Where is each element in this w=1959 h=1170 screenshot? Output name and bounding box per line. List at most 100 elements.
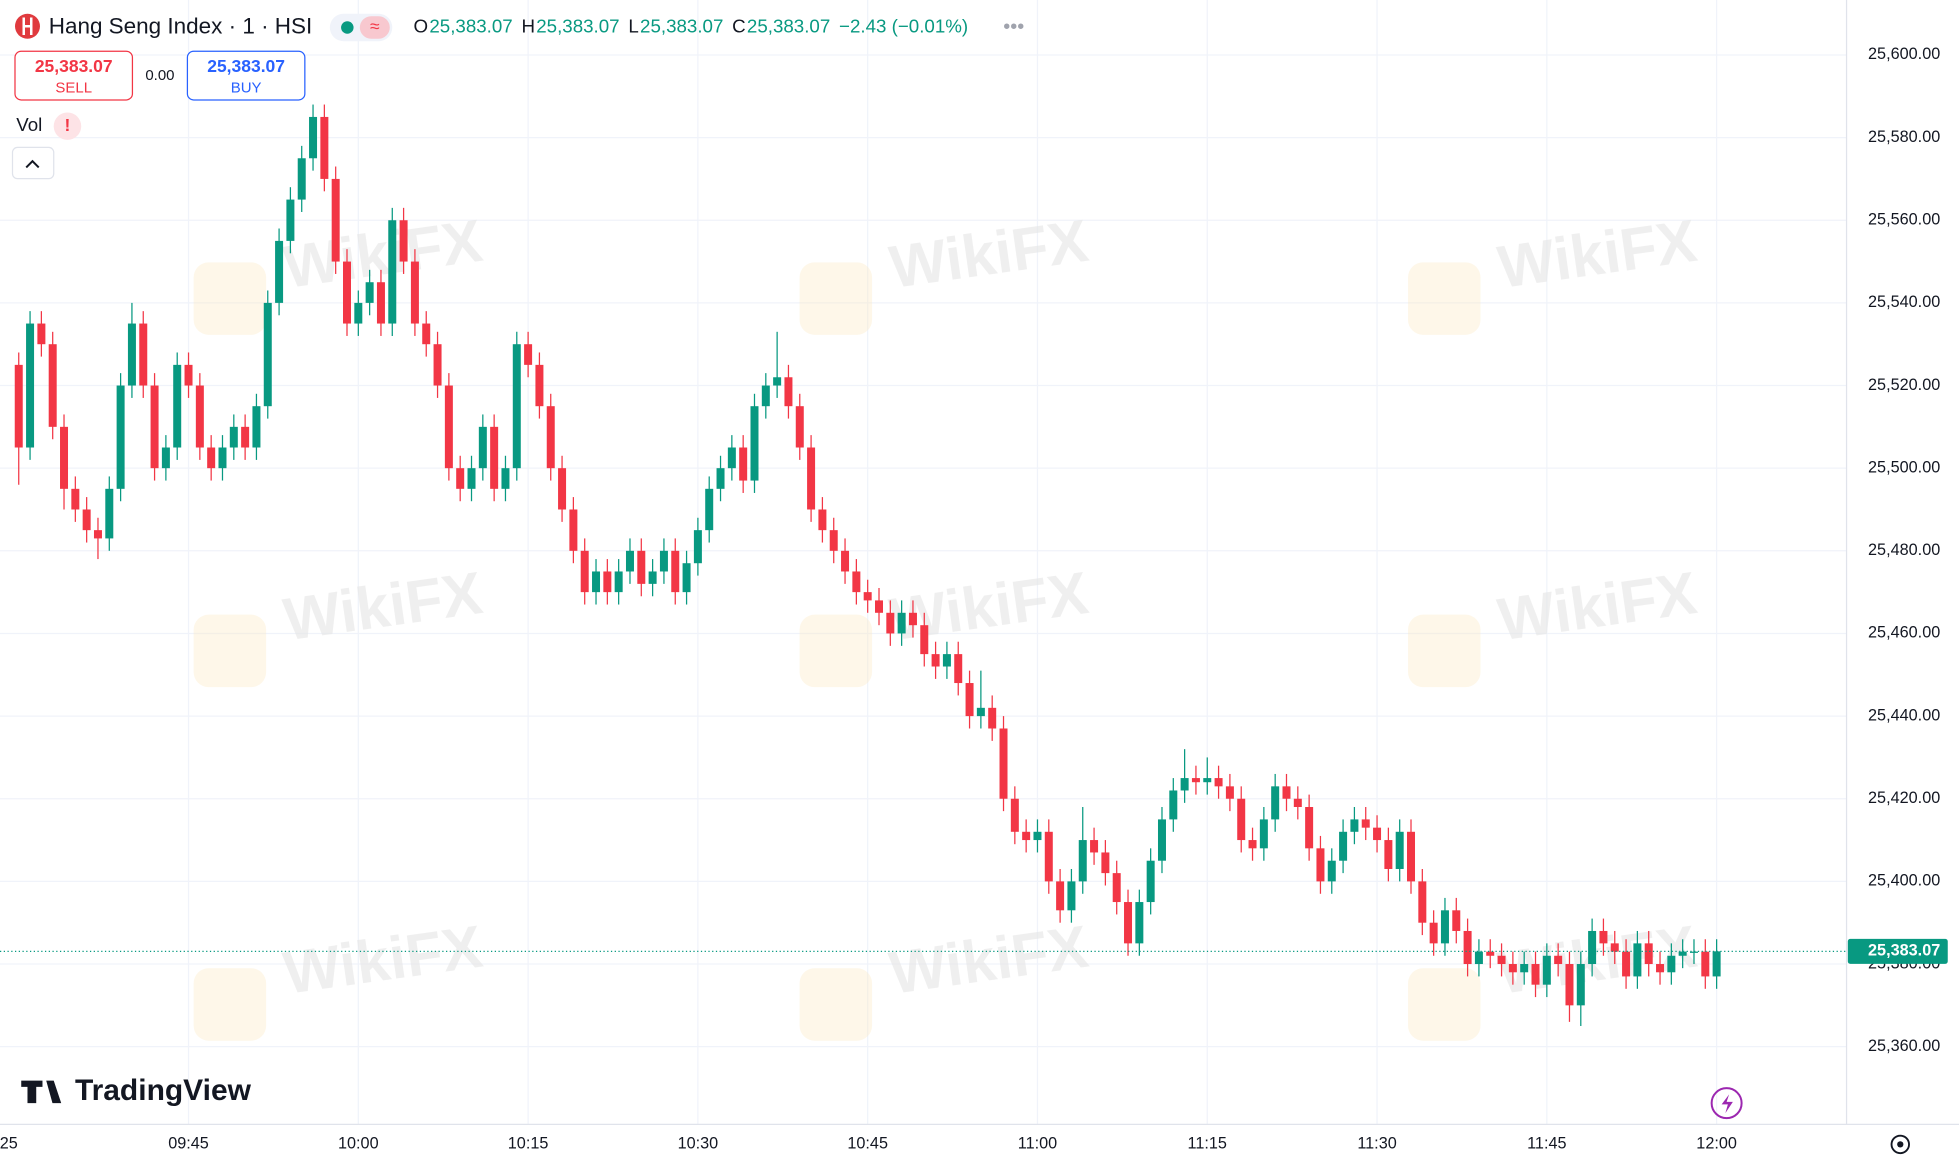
data-status-icon: ≈ — [370, 16, 380, 36]
candle-body — [1701, 951, 1710, 977]
candle-body — [625, 550, 634, 572]
candle-body — [1044, 831, 1053, 882]
candle-body — [852, 571, 861, 593]
candle-body — [1531, 964, 1540, 985]
candle-body — [1010, 798, 1019, 832]
candle-body — [773, 377, 782, 386]
volume-alert-bg[interactable] — [53, 112, 82, 140]
ohlc-value: 25,383.07 — [747, 15, 830, 36]
candle-body — [48, 344, 57, 427]
candle-body — [965, 683, 974, 717]
x-tick-label: 11:45 — [1527, 1135, 1566, 1153]
candle-body — [863, 592, 872, 601]
x-tick-label: 10:00 — [338, 1135, 379, 1153]
candle-body — [342, 261, 351, 324]
y-tick-label: 25,560.00 — [1868, 211, 1940, 229]
candle-body — [637, 550, 646, 584]
candle-body — [1373, 827, 1382, 841]
candle-body — [1486, 951, 1495, 956]
buy-label: BUY — [231, 80, 262, 97]
price-axis: 25,360.0025,380.0025,400.0025,420.0025,4… — [1847, 45, 1948, 1055]
candle-body — [954, 654, 963, 684]
candle-body — [93, 530, 102, 539]
candle-body — [1056, 881, 1065, 911]
candle-body — [1180, 778, 1189, 791]
x-tick-label-edge: 25 — [0, 1135, 18, 1153]
candle-body — [1452, 910, 1461, 931]
y-tick-label: 25,420.00 — [1868, 789, 1940, 807]
candle-body — [297, 158, 306, 200]
x-tick-label: 12:00 — [1696, 1135, 1737, 1153]
ohlc-key: L — [628, 15, 638, 36]
candle-body — [1395, 831, 1404, 869]
candle-body — [1090, 840, 1099, 853]
candle-body — [999, 728, 1008, 799]
candle-body — [1418, 881, 1427, 923]
candle-body — [127, 323, 136, 386]
candle-body — [105, 488, 114, 539]
settings-button[interactable] — [1890, 1134, 1910, 1155]
candle-body — [1599, 930, 1608, 944]
candle-body — [807, 447, 816, 510]
candle-body — [161, 447, 170, 469]
more-icon[interactable]: ••• — [1003, 16, 1024, 38]
ohlc-change: −2.43 (−0.01%) — [839, 15, 968, 36]
data-status — [359, 16, 390, 39]
candle-body — [1644, 943, 1653, 965]
candle-body — [784, 377, 793, 407]
candle-body — [422, 323, 431, 345]
candle-body — [399, 220, 408, 262]
candle-body — [693, 530, 702, 564]
candle-body — [558, 468, 567, 510]
candle-body — [750, 406, 759, 481]
candle-body — [1033, 831, 1042, 841]
candle-body — [1305, 807, 1314, 849]
candle-body — [229, 426, 238, 448]
candle-body — [1440, 910, 1449, 944]
candle-body — [1474, 951, 1483, 965]
volume-alert: ! — [65, 115, 71, 135]
ohlc-key: O — [414, 15, 429, 36]
candle-body — [241, 426, 250, 448]
candle-body — [1588, 930, 1597, 965]
candle-body — [173, 364, 182, 448]
candle-body — [988, 707, 997, 729]
collapse-icon — [25, 159, 40, 169]
candle-body — [376, 282, 385, 324]
candle-body — [841, 550, 850, 572]
x-tick-label: 11:30 — [1357, 1135, 1396, 1153]
candle-body — [592, 571, 601, 593]
candle-body — [1520, 964, 1529, 973]
candle-body — [1316, 848, 1325, 882]
ohlc-value: 25,383.07 — [640, 15, 723, 36]
candle-body — [1282, 786, 1291, 799]
candle-body — [1610, 943, 1619, 952]
ohlc-value: 25,383.07 — [429, 15, 512, 36]
candle-body — [1429, 922, 1438, 944]
last-price-tag — [1847, 938, 1948, 964]
overlay: Hang Seng Index · 1 · HSI ≈ O 25,383.07 H 2… — [11, 13, 1910, 1155]
candle-body — [1689, 951, 1698, 953]
candle-body — [1225, 786, 1234, 799]
candle-body — [1293, 798, 1302, 808]
y-tick-label: 25,520.00 — [1868, 376, 1940, 394]
buy-button[interactable] — [186, 50, 306, 101]
candle-body — [761, 385, 770, 407]
candle-body — [354, 302, 363, 324]
candle-body — [1554, 955, 1563, 965]
watermark-logo — [1408, 614, 1481, 688]
x-tick-label: 11:15 — [1188, 1135, 1227, 1153]
candle-body — [139, 323, 148, 386]
sell-button[interactable] — [14, 50, 134, 101]
candle-body — [1350, 819, 1359, 832]
brand: TradingView — [75, 1074, 252, 1107]
y-tick-label: 25,460.00 — [1868, 624, 1940, 642]
candle-body — [1361, 819, 1370, 828]
candles — [0, 104, 1847, 1027]
lightning-button[interactable] — [1710, 1087, 1743, 1120]
candle-body — [309, 116, 318, 159]
watermark-logo — [799, 614, 873, 688]
candle-body — [818, 509, 827, 531]
candle-body — [71, 488, 80, 510]
